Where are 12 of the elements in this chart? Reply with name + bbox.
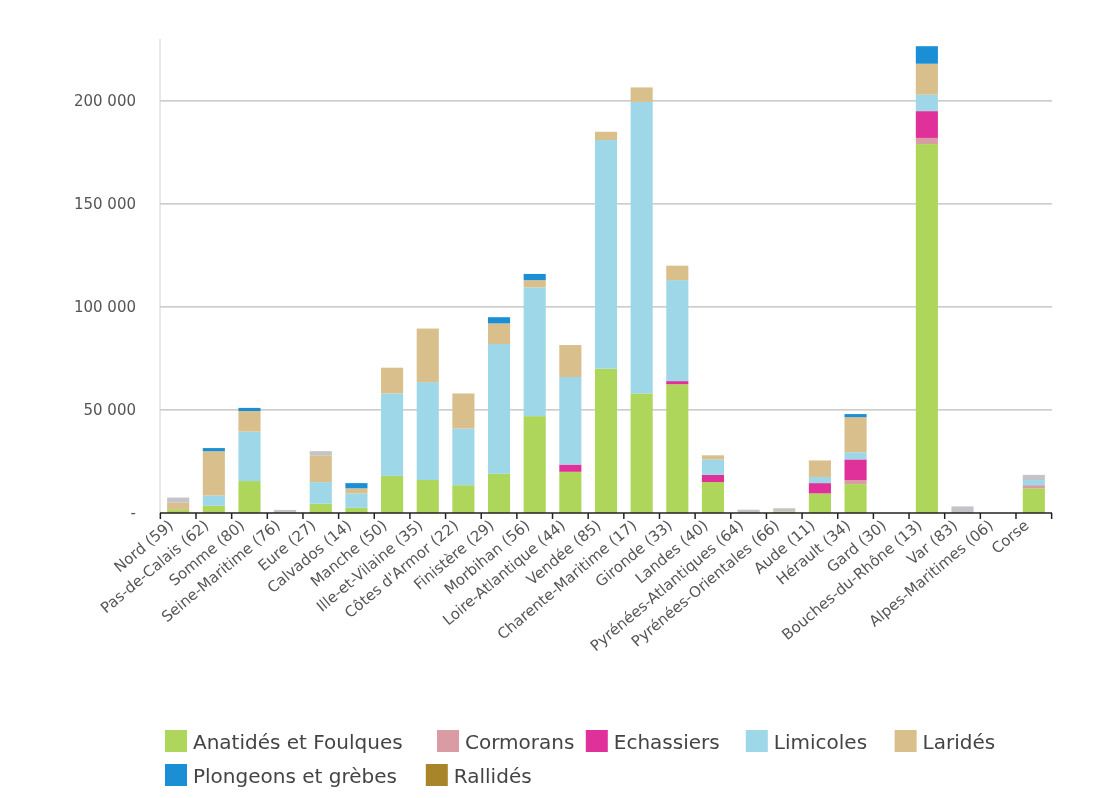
legend-label: Limicoles bbox=[773, 730, 868, 754]
legend-label: Rallidés bbox=[453, 764, 532, 788]
y-tick-label: 200 000 bbox=[73, 92, 136, 111]
legend-label: Anatidés et Foulques bbox=[193, 730, 403, 754]
y-tick-label: 50 000 bbox=[83, 401, 136, 420]
legend-label: Echassiers bbox=[613, 730, 720, 754]
legend-label: Laridés bbox=[922, 730, 996, 754]
legend-label: Cormorans bbox=[465, 730, 575, 754]
y-tick-label: 100 000 bbox=[73, 298, 136, 317]
y-tick-label: 150 000 bbox=[73, 195, 136, 214]
legend-label: Plongeons et grèbes bbox=[193, 764, 397, 788]
y-tick-label: - bbox=[130, 504, 136, 523]
